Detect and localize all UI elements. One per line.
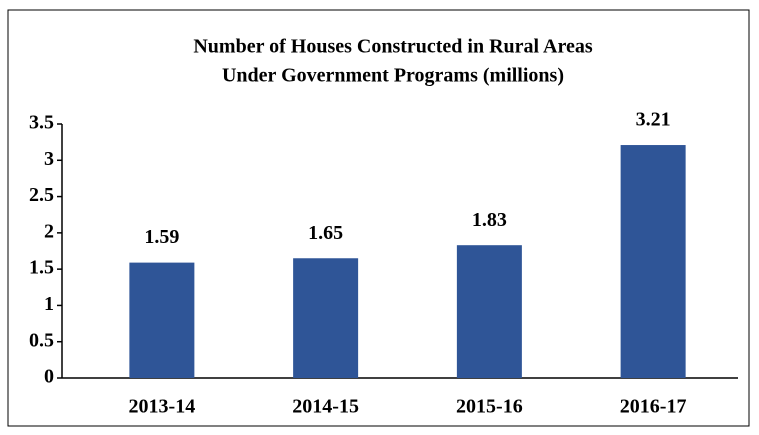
y-tick-label: 2.5 (29, 184, 54, 206)
bar (129, 262, 195, 378)
x-tick-label: 2013-14 (129, 396, 196, 418)
y-tick-label: 0 (44, 366, 54, 388)
y-tick-label: 2 (44, 220, 54, 242)
y-tick-label: 1 (44, 293, 54, 315)
x-tick-label: 2014-15 (292, 396, 359, 418)
bar (456, 245, 522, 378)
y-tick-label: 1.5 (29, 257, 54, 279)
data-label: 1.83 (472, 209, 507, 231)
data-label: 1.59 (144, 226, 179, 248)
y-tick-label: 3.5 (29, 112, 54, 134)
bar (293, 258, 359, 378)
chart-title: Number of Houses Constructed in Rural Ar… (193, 36, 592, 58)
chart-title: Under Government Programs (millions) (222, 65, 564, 87)
x-tick-label: 2015-16 (456, 396, 523, 418)
y-tick-label: 3 (44, 148, 54, 170)
data-label: 3.21 (636, 109, 671, 131)
bar (620, 145, 686, 378)
y-tick-label: 0.5 (29, 329, 54, 351)
data-label: 1.65 (308, 222, 343, 244)
x-tick-label: 2016-17 (620, 396, 687, 418)
